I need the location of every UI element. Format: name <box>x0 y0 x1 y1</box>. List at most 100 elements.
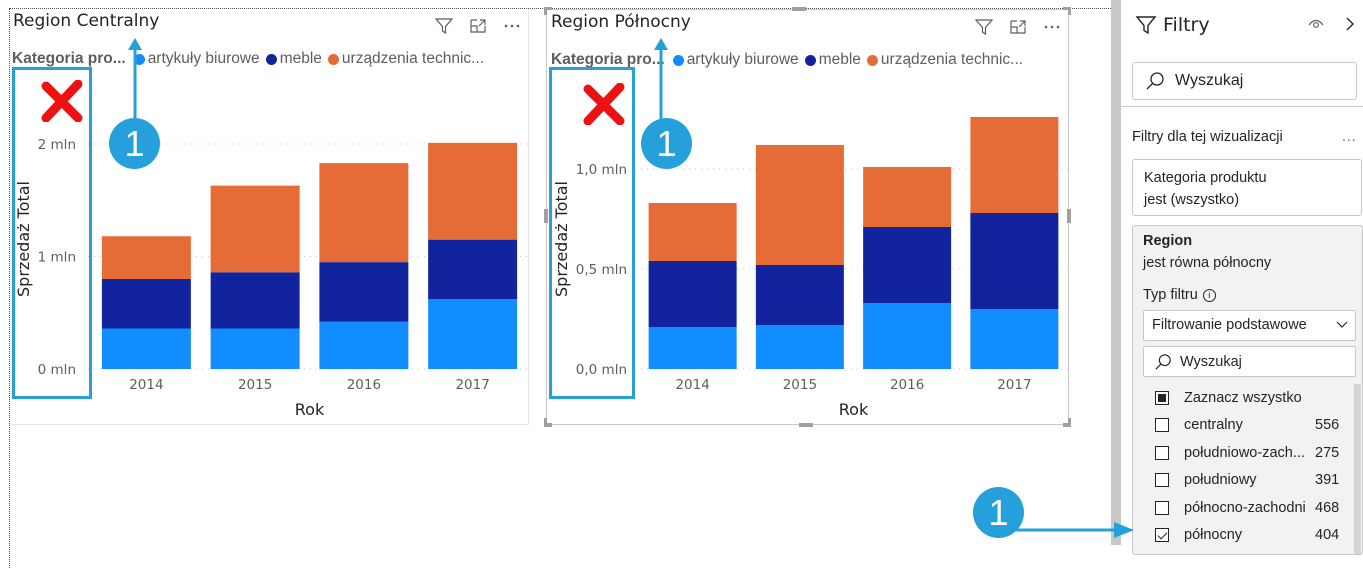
bar-segment <box>970 117 1059 213</box>
filter-values-list: Zaznacz wszystko centralny 556 południowo… <box>1143 384 1348 549</box>
x-axis-title: Rok <box>295 400 325 419</box>
bar-segment <box>648 203 737 261</box>
y-axis-title: Sprzedaż Total <box>552 181 571 297</box>
bar-segment <box>648 261 737 327</box>
bar-segment <box>863 167 952 227</box>
resize-handle-bottom-right[interactable] <box>1063 423 1071 427</box>
filter-value-item[interactable]: północno-zachodni 468 <box>1143 494 1348 522</box>
resize-handle-top-left[interactable] <box>544 7 552 10</box>
annotation-arrow-right-icon <box>1010 522 1134 538</box>
y-axis-title: Sprzedaż Total <box>14 181 33 297</box>
resize-handle-right[interactable] <box>1067 209 1071 223</box>
y-tick-label: 0 mln <box>38 362 76 378</box>
dropdown-value: Filtrowanie podstawowe <box>1152 317 1307 333</box>
filter-value-item[interactable]: północny 404 <box>1143 522 1348 550</box>
filter-icon[interactable] <box>974 18 994 36</box>
filter-type-dropdown[interactable]: Filtrowanie podstawowe <box>1143 310 1356 341</box>
x-tick-label: 2015 <box>783 377 817 393</box>
value-label: południowy <box>1184 472 1257 489</box>
filter-field-name: Region <box>1143 233 1193 249</box>
bar-segment <box>101 328 191 369</box>
visual-region-centralny[interactable]: Region Centralny Kategoria pro... artyku… <box>10 9 529 425</box>
bar-segment <box>319 321 409 369</box>
filter-condition: jest (wszystko) <box>1144 192 1240 208</box>
filter-condition: jest równa północny <box>1143 255 1272 271</box>
legend-item[interactable]: urządzenia technic... <box>327 50 484 68</box>
legend-item[interactable]: artykuły biurowe <box>133 50 260 68</box>
focus-mode-icon[interactable] <box>468 17 488 35</box>
resize-handle-top-right[interactable] <box>1068 7 1071 15</box>
stacked-bar-chart: 0,0 mln 0,5 mln 1,0 mln 2014 2015 2016 2017 Rok… <box>552 117 1068 419</box>
resize-handle-bottom-left[interactable] <box>544 423 552 427</box>
section-more-options[interactable]: ... <box>1342 128 1357 144</box>
legend-item[interactable]: meble <box>804 51 861 69</box>
filter-values-search-input[interactable]: Wyszukaj <box>1143 346 1356 377</box>
red-x-icon <box>41 80 83 122</box>
x-tick-label: 2017 <box>997 377 1031 393</box>
legend-item[interactable]: meble <box>265 50 322 68</box>
legend-item[interactable]: artykuły biurowe <box>672 51 799 69</box>
more-options-icon[interactable] <box>502 17 522 35</box>
filter-value-item[interactable]: południowo-zach... 275 <box>1143 439 1348 467</box>
filter-type-label: Typ filtru i <box>1143 287 1216 303</box>
legend-label: artykuły biurowe <box>686 51 799 68</box>
report-canvas: Region Centralny Kategoria pro... artyku… <box>9 7 1111 568</box>
checkbox[interactable] <box>1155 445 1169 460</box>
filter-type-text: Typ filtru <box>1143 287 1198 303</box>
resize-handle-top[interactable] <box>792 7 806 11</box>
collapse-pane-chevron-icon[interactable] <box>1343 15 1357 33</box>
filter-value-select-all[interactable]: Zaznacz wszystko <box>1143 384 1348 412</box>
legend-label: meble <box>818 51 861 68</box>
search-placeholder: Wyszukaj <box>1175 72 1244 89</box>
bar-segment <box>648 327 737 369</box>
bar-segment <box>755 145 844 265</box>
filter-value-item[interactable]: południowy 391 <box>1143 467 1348 495</box>
bar-segment <box>319 262 409 322</box>
x-tick-label: 2017 <box>455 377 489 393</box>
y-tick-label: 0,0 mln <box>576 362 627 378</box>
bar-segment <box>210 272 300 329</box>
filter-icon <box>1135 16 1157 35</box>
resize-handle-bottom-left[interactable] <box>544 418 547 427</box>
bar-segment <box>210 185 300 273</box>
filter-value-item[interactable]: centralny 556 <box>1143 412 1348 440</box>
visual-title: Region Centralny <box>13 11 160 31</box>
more-options-icon[interactable] <box>1042 18 1062 36</box>
legend-item[interactable]: urządzenia technic... <box>866 51 1023 69</box>
pane-splitter[interactable] <box>1111 0 1121 545</box>
resize-handle-left[interactable] <box>544 209 548 223</box>
value-label: północny <box>1184 527 1243 544</box>
filter-search-input[interactable]: Wyszukaj <box>1132 62 1357 100</box>
bar-segment <box>428 239 518 300</box>
checkbox[interactable] <box>1155 473 1169 488</box>
legend-title: Kategoria pro... <box>551 51 665 68</box>
info-icon[interactable]: i <box>1202 288 1216 302</box>
search-icon <box>1155 353 1171 370</box>
resize-handle-bottom-right[interactable] <box>1068 418 1071 427</box>
visibility-eye-icon[interactable] <box>1307 16 1325 30</box>
resize-handle-bottom[interactable] <box>799 423 813 427</box>
value-count: 556 <box>1315 417 1340 434</box>
bar-segment <box>755 265 844 325</box>
filter-card-region[interactable]: Region jest równa północny Typ filtru i … <box>1132 225 1363 555</box>
filter-card-kategoria[interactable]: Kategoria produktu jest (wszystko) <box>1132 159 1362 216</box>
legend-label: meble <box>279 50 322 67</box>
bar-segment <box>210 328 300 369</box>
checkbox[interactable] <box>1155 500 1169 515</box>
value-label: Zaznacz wszystko <box>1184 389 1302 406</box>
resize-handle-top-left[interactable] <box>544 7 547 15</box>
x-tick-label: 2016 <box>347 377 381 393</box>
bar-segment <box>970 309 1059 369</box>
value-count: 275 <box>1315 444 1340 461</box>
checkbox-partial[interactable] <box>1155 390 1169 405</box>
visual-title: Region Północny <box>551 12 691 32</box>
checkbox[interactable] <box>1155 418 1169 433</box>
list-scrollbar[interactable] <box>1354 384 1361 554</box>
checkbox-checked[interactable] <box>1155 528 1169 543</box>
legend-dot-icon <box>133 53 145 65</box>
resize-handle-top-right[interactable] <box>1063 7 1071 10</box>
legend-dot-icon <box>866 54 878 66</box>
filter-icon[interactable] <box>434 17 454 35</box>
focus-mode-icon[interactable] <box>1008 18 1028 36</box>
chart-legend: Kategoria pro... artykuły biurowe meble … <box>12 50 490 68</box>
